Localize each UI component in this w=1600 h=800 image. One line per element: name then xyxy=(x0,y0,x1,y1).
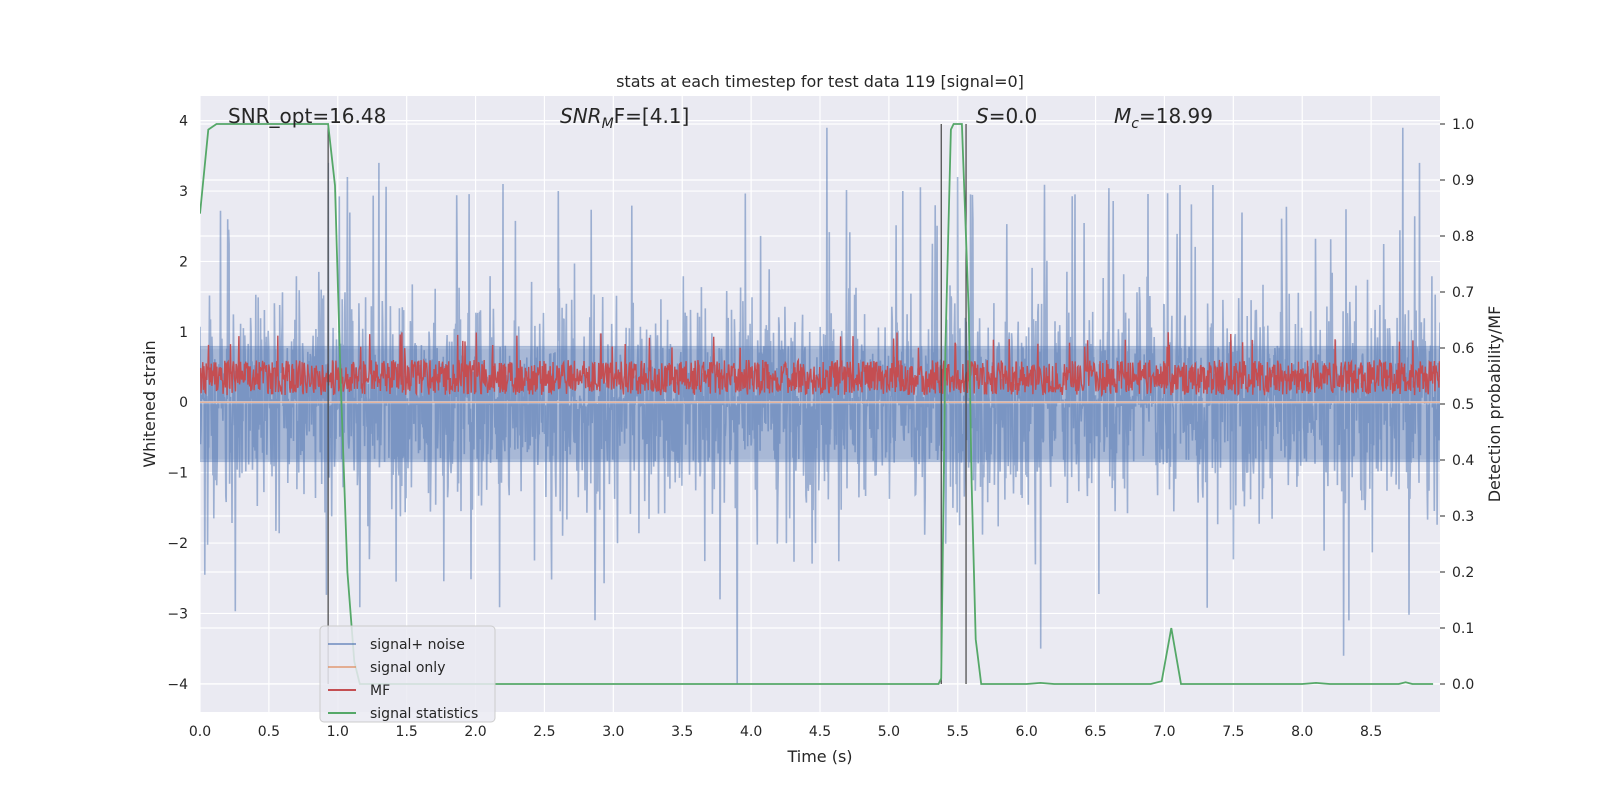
legend-label: MF xyxy=(370,683,390,699)
x-tick-label: 3.0 xyxy=(602,724,624,740)
legend-label: signal only xyxy=(370,660,445,676)
y-tick-label-right: 0.5 xyxy=(1452,397,1474,413)
snr-mf-tail: F=[4.1] xyxy=(614,104,690,128)
snr-mf-base: SNR xyxy=(560,104,602,128)
series-mf xyxy=(200,332,1440,398)
y-tick-label-left: 2 xyxy=(179,254,188,270)
y-tick-label-left: −3 xyxy=(167,606,188,622)
x-tick-label: 5.5 xyxy=(947,724,969,740)
y-tick-label-right: 0.8 xyxy=(1452,229,1474,245)
y-tick-label-right: 0.1 xyxy=(1452,621,1474,637)
mc-tail: =18.99 xyxy=(1139,104,1213,128)
x-tick-label: 6.0 xyxy=(1016,724,1038,740)
y-tick-label-left: 1 xyxy=(179,325,188,341)
x-tick-label: 0.0 xyxy=(189,724,211,740)
plot-layer xyxy=(200,123,1440,685)
x-tick-label: 2.5 xyxy=(533,724,555,740)
annotation-mc: Mc=18.99 xyxy=(1114,104,1213,132)
y-tick-label-left: 0 xyxy=(179,395,188,411)
annotation-s: S=0.0 xyxy=(976,104,1037,128)
axes-layer: 0.0 0.5 1.0 1.5 2.0 2.5 3.0 3.5 4.0 4.5 5.0 5.5 6.0 6… xyxy=(167,114,1474,740)
x-tick-label: 3.5 xyxy=(671,724,693,740)
series-signal-noise xyxy=(200,127,1440,684)
y-tick-label-right: 0.6 xyxy=(1452,341,1474,357)
x-tick-label: 8.5 xyxy=(1360,724,1382,740)
x-tick-label: 5.0 xyxy=(878,724,900,740)
chart-title: stats at each timestep for test data 119… xyxy=(616,72,1024,91)
y-tick-label-right: 0.9 xyxy=(1452,173,1474,189)
legend: signal+ noise signal only MF signal statist… xyxy=(319,625,496,723)
x-axis-label: Time (s) xyxy=(786,747,852,766)
mc-var: M xyxy=(1114,104,1131,128)
y-tick-label-right: 0.3 xyxy=(1452,509,1474,525)
y-tick-label-left: −1 xyxy=(167,466,188,482)
y-axis-label-right: Detection probability/MF xyxy=(1485,306,1504,503)
series-signal-noise-band xyxy=(200,345,1440,463)
series-signal-statistics xyxy=(200,123,1434,685)
x-tick-label: 8.0 xyxy=(1291,724,1313,740)
x-tick-label: 4.0 xyxy=(740,724,762,740)
x-tick-label: 2.0 xyxy=(464,724,486,740)
y-tick-label-right: 0.2 xyxy=(1452,565,1474,581)
y-tick-label-right: 1.0 xyxy=(1452,117,1474,133)
y-tick-label-right: 0.7 xyxy=(1452,285,1474,301)
y-tick-label-right: 0.0 xyxy=(1452,677,1474,693)
x-tick-label: 1.0 xyxy=(327,724,349,740)
annotation-snr-mf: SNRMF=[4.1] xyxy=(560,104,689,132)
x-tick-label: 7.0 xyxy=(1153,724,1175,740)
snr-mf-sub: M xyxy=(602,116,614,132)
legend-box xyxy=(319,625,496,723)
y-tick-label-left: −4 xyxy=(167,677,188,693)
x-tick-label: 4.5 xyxy=(809,724,831,740)
mc-sub: c xyxy=(1131,116,1139,132)
s-tail: =0.0 xyxy=(989,104,1038,128)
x-tick-label: 7.5 xyxy=(1222,724,1244,740)
y-axis-label-left: Whitened strain xyxy=(140,340,159,467)
x-tick-label: 1.5 xyxy=(396,724,418,740)
x-tick-label: 0.5 xyxy=(258,724,280,740)
x-tick-label: 6.5 xyxy=(1084,724,1106,740)
y-tick-label-left: −2 xyxy=(167,536,188,552)
legend-label: signal statistics xyxy=(370,706,478,722)
annotation-snr-opt: SNR_opt=16.48 xyxy=(228,104,386,128)
s-var: S xyxy=(976,104,989,128)
y-tick-label-right: 0.4 xyxy=(1452,453,1474,469)
y-tick-label-left: 4 xyxy=(179,114,188,130)
y-tick-label-left: 3 xyxy=(179,184,188,200)
legend-label: signal+ noise xyxy=(370,637,465,653)
